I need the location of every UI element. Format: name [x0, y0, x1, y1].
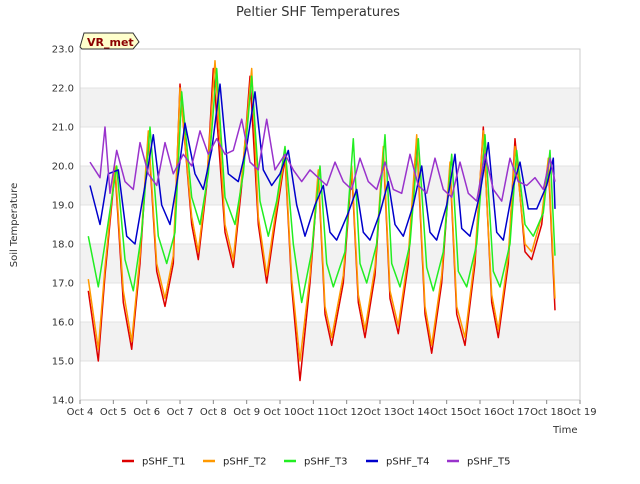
- x-tick-label: Oct 17: [497, 407, 530, 418]
- x-axis-title: Time: [552, 425, 577, 436]
- legend-item-pSHF_T2: pSHF_T2: [203, 457, 266, 468]
- x-tick-label: Oct 5: [100, 407, 127, 418]
- x-tick-label: Oct 13: [363, 407, 396, 418]
- legend-label: pSHF_T3: [304, 457, 347, 468]
- legend-item-pSHF_T1: pSHF_T1: [122, 457, 185, 468]
- x-tick-label: Oct 7: [167, 407, 194, 418]
- grid-band: [80, 88, 580, 127]
- y-tick-label: 21.0: [52, 123, 74, 134]
- grid-band: [80, 361, 580, 400]
- series-line-pSHF_T2: [87, 59, 556, 362]
- legend-label: pSHF_T5: [467, 457, 510, 468]
- x-tick-label: Oct 4: [67, 407, 94, 418]
- y-tick-label: 14.0: [52, 396, 74, 407]
- plot-background: [80, 49, 580, 401]
- legend-item-pSHF_T3: pSHF_T3: [284, 457, 347, 468]
- y-tick-label: 15.0: [52, 357, 74, 368]
- x-tick-label: Oct 19: [563, 407, 596, 418]
- y-tick-label: 16.0: [52, 318, 74, 329]
- x-tick-label: Oct 14: [397, 407, 430, 418]
- x-tick-label: Oct 11: [297, 407, 330, 418]
- legend-item-pSHF_T4: pSHF_T4: [366, 457, 429, 468]
- series-layer: [87, 59, 556, 382]
- chart-title: Peltier SHF Temperatures: [236, 5, 400, 20]
- y-axis: 14.0 15.0 16.0 17.0 18.0 19.0 20.0 21.0 22.0 23.0: [52, 45, 74, 407]
- series-line-pSHF_T5: [89, 118, 556, 202]
- legend-item-pSHF_T5: pSHF_T5: [447, 457, 510, 468]
- y-tick-label: 18.0: [52, 240, 74, 251]
- x-tick-label: Oct 12: [330, 407, 363, 418]
- legend-label: pSHF_T1: [142, 457, 185, 468]
- grid-band: [80, 127, 580, 166]
- x-tick-label: Oct 15: [430, 407, 463, 418]
- x-tick-label: Oct 8: [200, 407, 227, 418]
- legend-label: pSHF_T2: [223, 457, 266, 468]
- y-axis-title: Soil Temperature: [9, 183, 20, 268]
- legend: pSHF_T1 pSHF_T2 pSHF_T3 pSHF_T4 pSHF_T5: [122, 457, 510, 468]
- legend-label: pSHF_T4: [386, 457, 429, 468]
- y-tick-label: 20.0: [52, 162, 74, 173]
- grid-band: [80, 166, 580, 205]
- x-tick-label: Oct 16: [463, 407, 496, 418]
- x-tick-label: Oct 18: [530, 407, 563, 418]
- y-tick-label: 22.0: [52, 84, 74, 95]
- y-tick-label: 17.0: [52, 279, 74, 290]
- x-tick-label: Oct 6: [133, 407, 160, 418]
- plot-frame: [79, 48, 581, 401]
- annotation-badge: VR_met: [79, 32, 140, 50]
- x-axis: Oct 4 Oct 5 Oct 6 Oct 7 Oct 8 Oct 9 Oct 10 Oct …: [67, 400, 597, 418]
- x-tick-label: Oct 10: [263, 407, 296, 418]
- y-tick-label: 23.0: [52, 45, 74, 56]
- y-tick-label: 19.0: [52, 201, 74, 212]
- annotation-text: VR_met: [87, 36, 134, 49]
- grid-band: [80, 49, 580, 88]
- x-tick-label: Oct 9: [233, 407, 260, 418]
